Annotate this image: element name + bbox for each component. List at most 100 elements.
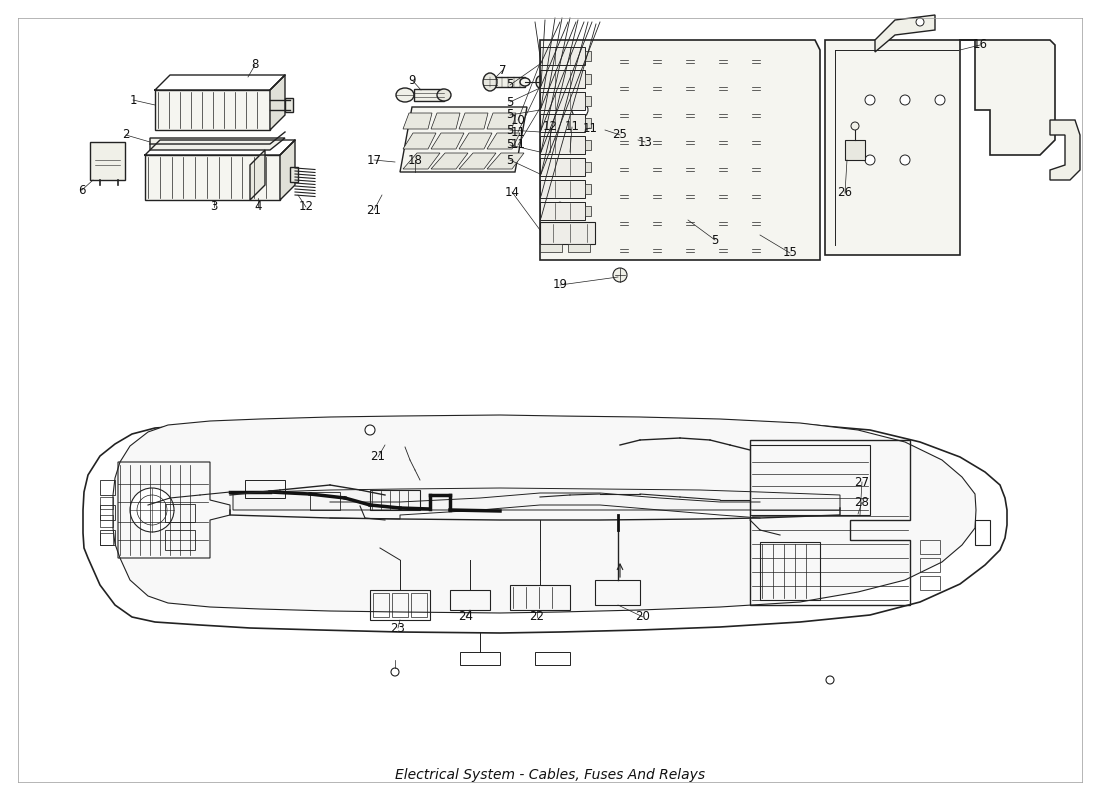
Circle shape: [935, 95, 945, 105]
Polygon shape: [270, 75, 285, 130]
Text: 5: 5: [506, 154, 514, 166]
Circle shape: [557, 182, 563, 188]
Ellipse shape: [536, 76, 544, 88]
Bar: [585, 162, 591, 172]
Circle shape: [557, 122, 563, 128]
Text: 21: 21: [371, 450, 385, 463]
Text: 12: 12: [298, 201, 314, 214]
Bar: [585, 96, 591, 106]
Polygon shape: [487, 133, 520, 149]
Ellipse shape: [520, 78, 530, 86]
Text: 15: 15: [782, 246, 797, 259]
Circle shape: [365, 425, 375, 435]
Text: 14: 14: [505, 186, 519, 198]
Polygon shape: [155, 90, 270, 130]
Circle shape: [900, 95, 910, 105]
Text: 17: 17: [366, 154, 382, 166]
Text: 18: 18: [408, 154, 422, 166]
Text: 5: 5: [712, 234, 718, 246]
Circle shape: [138, 495, 167, 525]
Circle shape: [390, 668, 399, 676]
Ellipse shape: [396, 88, 414, 102]
Text: 12: 12: [542, 121, 558, 134]
Text: 6: 6: [78, 183, 86, 197]
Polygon shape: [233, 488, 840, 510]
Bar: [585, 184, 591, 194]
Text: 8: 8: [251, 58, 258, 71]
Polygon shape: [403, 133, 436, 149]
Polygon shape: [145, 155, 280, 200]
Bar: [585, 118, 591, 128]
Bar: [285, 98, 293, 112]
Polygon shape: [431, 153, 467, 169]
Text: 5: 5: [506, 95, 514, 109]
Text: 13: 13: [638, 135, 652, 149]
Text: 28: 28: [855, 495, 869, 509]
Text: 1: 1: [130, 94, 136, 106]
Text: 19: 19: [552, 278, 568, 291]
Polygon shape: [540, 92, 585, 110]
Circle shape: [613, 268, 627, 282]
Polygon shape: [874, 15, 935, 52]
Text: 24: 24: [459, 610, 473, 623]
Polygon shape: [113, 415, 976, 613]
Polygon shape: [90, 142, 125, 180]
Text: 7: 7: [499, 63, 507, 77]
Circle shape: [575, 55, 585, 65]
Circle shape: [865, 95, 874, 105]
Polygon shape: [487, 153, 524, 169]
Polygon shape: [403, 153, 440, 169]
Polygon shape: [540, 158, 585, 176]
Text: 27: 27: [855, 475, 869, 489]
Bar: [585, 140, 591, 150]
Text: 11: 11: [510, 126, 526, 138]
Bar: [585, 51, 591, 61]
Circle shape: [557, 162, 563, 168]
Circle shape: [826, 676, 834, 684]
Circle shape: [557, 142, 563, 148]
Bar: [540, 244, 562, 252]
Bar: [568, 244, 590, 252]
Bar: [585, 74, 591, 84]
Polygon shape: [825, 40, 1055, 255]
Polygon shape: [540, 180, 585, 198]
Text: 11: 11: [510, 138, 526, 151]
Text: 4: 4: [254, 201, 262, 214]
Polygon shape: [845, 140, 865, 160]
Text: 11: 11: [583, 122, 597, 134]
Polygon shape: [400, 107, 527, 172]
Circle shape: [557, 97, 563, 103]
Bar: [414, 89, 444, 101]
Polygon shape: [459, 113, 488, 129]
Text: 21: 21: [366, 203, 382, 217]
Text: 3: 3: [210, 201, 218, 214]
Circle shape: [557, 202, 563, 208]
Polygon shape: [540, 202, 585, 220]
Circle shape: [557, 77, 563, 83]
Text: 11: 11: [564, 121, 580, 134]
Ellipse shape: [483, 73, 497, 91]
Text: 22: 22: [529, 610, 544, 623]
Text: 2: 2: [122, 129, 130, 142]
Polygon shape: [459, 153, 496, 169]
Polygon shape: [540, 70, 585, 88]
Polygon shape: [431, 133, 464, 149]
Polygon shape: [280, 140, 295, 200]
Circle shape: [575, 240, 585, 250]
Polygon shape: [1050, 120, 1080, 180]
Text: 25: 25: [613, 129, 627, 142]
Polygon shape: [540, 136, 585, 154]
Bar: [490, 77, 525, 87]
Polygon shape: [403, 113, 432, 129]
Bar: [585, 206, 591, 216]
Text: 16: 16: [972, 38, 988, 51]
Text: 26: 26: [837, 186, 852, 199]
Text: 23: 23: [390, 622, 406, 634]
Polygon shape: [459, 133, 492, 149]
Circle shape: [900, 155, 910, 165]
Text: 10: 10: [510, 114, 526, 126]
Circle shape: [572, 102, 588, 118]
Text: Electrical System - Cables, Fuses And Relays: Electrical System - Cables, Fuses And Re…: [395, 768, 705, 782]
Text: 20: 20: [636, 610, 650, 623]
Text: 9: 9: [408, 74, 416, 86]
